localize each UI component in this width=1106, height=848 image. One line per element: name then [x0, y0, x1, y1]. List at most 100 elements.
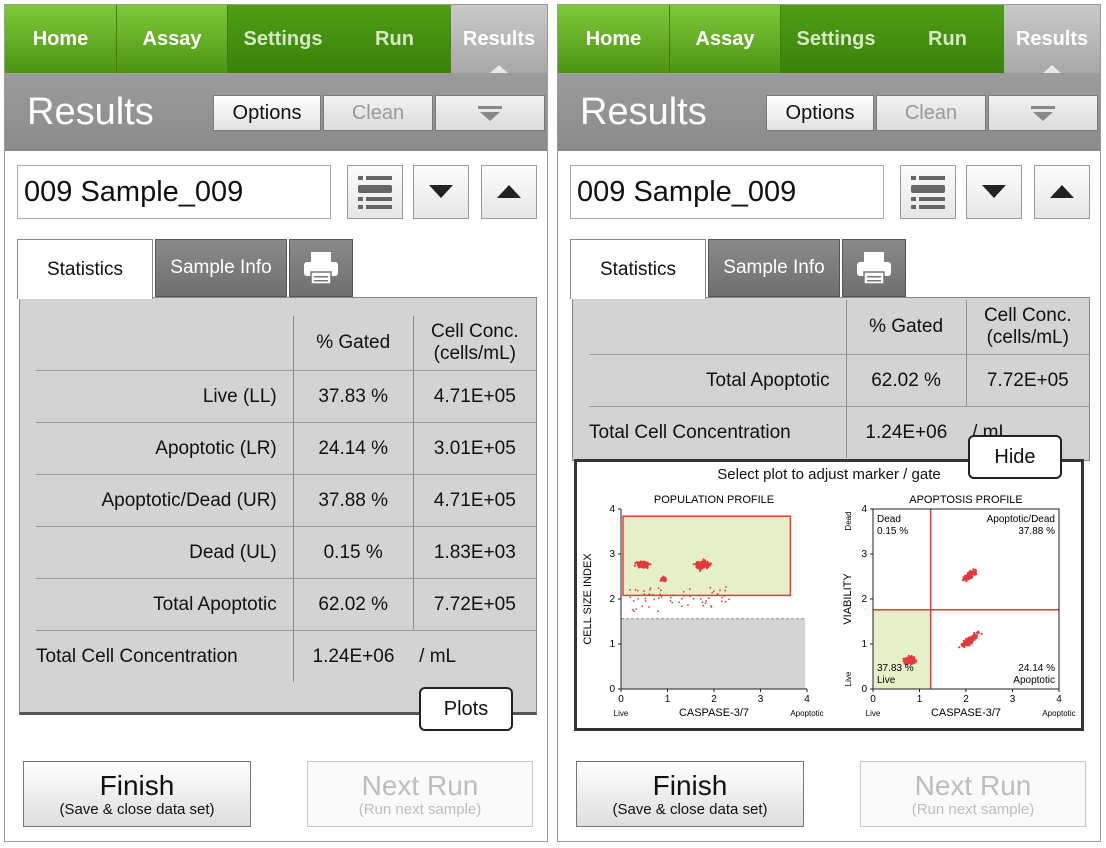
sample-name-field[interactable]: 009 Sample_009 [570, 165, 884, 219]
finish-button[interactable]: Finish (Save & close data set) [23, 761, 251, 827]
scatter-point [699, 569, 702, 572]
apoptosis-x-title: CASPASE-3/7 [931, 707, 1001, 719]
table-row: Live (LL) 37.83 % 4.71E+05 [36, 370, 536, 423]
page-title: Results [580, 91, 707, 133]
quadrant-ll-value: 37.83 % [877, 663, 914, 674]
scatter-point [707, 597, 710, 600]
next-sample-button[interactable] [1034, 165, 1090, 219]
scatter-point [705, 600, 708, 602]
nav-run[interactable]: Run [338, 5, 451, 73]
total-label: Total Cell Concentration [589, 421, 791, 443]
sample-list-button[interactable] [347, 165, 403, 219]
plots-button[interactable]: Plots [419, 687, 513, 731]
nav-assay[interactable]: Assay [670, 5, 781, 73]
menu-button[interactable] [435, 95, 545, 131]
scatter-point [646, 562, 649, 565]
previous-sample-button[interactable] [413, 165, 469, 219]
population-y-tick-label: 0 [609, 684, 615, 695]
nav-results-label: Results [462, 27, 536, 50]
row-conc: 4.71E+05 [412, 370, 536, 423]
row-gated: 24.14 % [292, 422, 414, 475]
row-conc: 1.83E+03 [412, 526, 536, 579]
sample-name-field[interactable]: 009 Sample_009 [17, 165, 331, 219]
print-button[interactable] [842, 239, 906, 297]
previous-sample-button[interactable] [966, 165, 1022, 219]
table-row: Total Apoptotic 62.02 % 7.72E+05 [589, 354, 1089, 407]
population-y-tick-label: 2 [609, 594, 615, 605]
scatter-point [907, 658, 910, 661]
row-conc: 3.01E+05 [412, 422, 536, 475]
scatter-point [689, 588, 691, 590]
scatter-point [711, 591, 714, 594]
scatter-point [712, 590, 715, 593]
tab-sample-info[interactable]: Sample Info [155, 239, 287, 297]
nav-results[interactable]: Results [451, 5, 547, 73]
hide-button[interactable]: Hide [968, 435, 1062, 479]
nav-results[interactable]: Results [1004, 5, 1100, 73]
nav-home[interactable]: Home [558, 5, 670, 73]
sample-list-button[interactable] [900, 165, 956, 219]
scatter-point [972, 637, 975, 640]
scatter-point [637, 598, 639, 600]
scatter-point [719, 589, 721, 592]
scatter-point [701, 601, 704, 604]
scatter-point [634, 562, 637, 565]
scatter-point [716, 593, 719, 595]
scatter-point [963, 646, 966, 649]
nav-assay[interactable]: Assay [117, 5, 228, 73]
quadrant-lr-name: Apoptotic [1013, 675, 1055, 686]
triangle-up-icon [1050, 185, 1074, 198]
tab-sample-info[interactable]: Sample Info [708, 239, 840, 297]
statistics-table: % Gated Cell Conc. (cells/mL) Live (LL) 3… [36, 316, 536, 682]
scatter-point [692, 597, 695, 600]
scatter-point [699, 566, 702, 570]
print-button[interactable] [289, 239, 353, 297]
scatter-point [696, 561, 699, 564]
options-button[interactable]: Options [213, 95, 321, 131]
nav-home[interactable]: Home [5, 5, 117, 73]
scatter-point [646, 567, 649, 570]
menu-button[interactable] [988, 95, 1098, 131]
page-header: Results Options Clean [558, 73, 1100, 151]
scatter-point [641, 565, 644, 568]
scatter-point [710, 605, 712, 607]
table-row: Apoptotic (LR) 24.14 % 3.01E+05 [36, 422, 536, 475]
scatter-point [968, 576, 971, 579]
clean-button[interactable]: Clean [876, 95, 986, 131]
scatter-point [633, 564, 636, 567]
tab-statistics[interactable]: Statistics [17, 239, 153, 299]
clean-button[interactable]: Clean [323, 95, 433, 131]
table-row-total: Total Cell Concentration 1.24E+06 / mL [36, 630, 536, 682]
scatter-point [966, 641, 969, 644]
apoptosis-x-tick-label: 0 [870, 694, 876, 705]
apoptosis-y-bottom-label: Live [844, 671, 853, 686]
scatter-point [707, 564, 711, 567]
next-run-button[interactable]: Next Run (Run next sample) [860, 761, 1086, 827]
scatter-point [678, 601, 680, 604]
printer-icon [857, 252, 891, 285]
quadrant-lr-value: 24.14 % [1018, 663, 1055, 674]
scatter-point [906, 659, 909, 663]
row-label: Live (LL) [36, 370, 294, 423]
page-title: Results [27, 91, 154, 133]
table-row: Apoptotic/Dead (UR) 37.88 % 4.71E+05 [36, 474, 536, 527]
row-gated: 62.02 % [845, 354, 967, 407]
finish-button[interactable]: Finish (Save & close data set) [576, 761, 804, 827]
scatter-point [699, 562, 702, 566]
row-gated: 37.88 % [292, 474, 414, 527]
next-run-button[interactable]: Next Run (Run next sample) [307, 761, 533, 827]
population-x-tick-label: 0 [618, 694, 624, 705]
tab-statistics[interactable]: Statistics [570, 239, 706, 299]
scatter-point [968, 640, 971, 643]
next-run-label: Next Run [361, 769, 479, 801]
nav-settings[interactable]: Settings [228, 5, 338, 73]
nav-run[interactable]: Run [891, 5, 1004, 73]
scatter-point [692, 563, 695, 566]
options-button[interactable]: Options [766, 95, 874, 131]
scatter-point [697, 565, 700, 568]
live-quadrant-fill [873, 609, 931, 689]
nav-settings[interactable]: Settings [781, 5, 891, 73]
next-sample-button[interactable] [481, 165, 537, 219]
